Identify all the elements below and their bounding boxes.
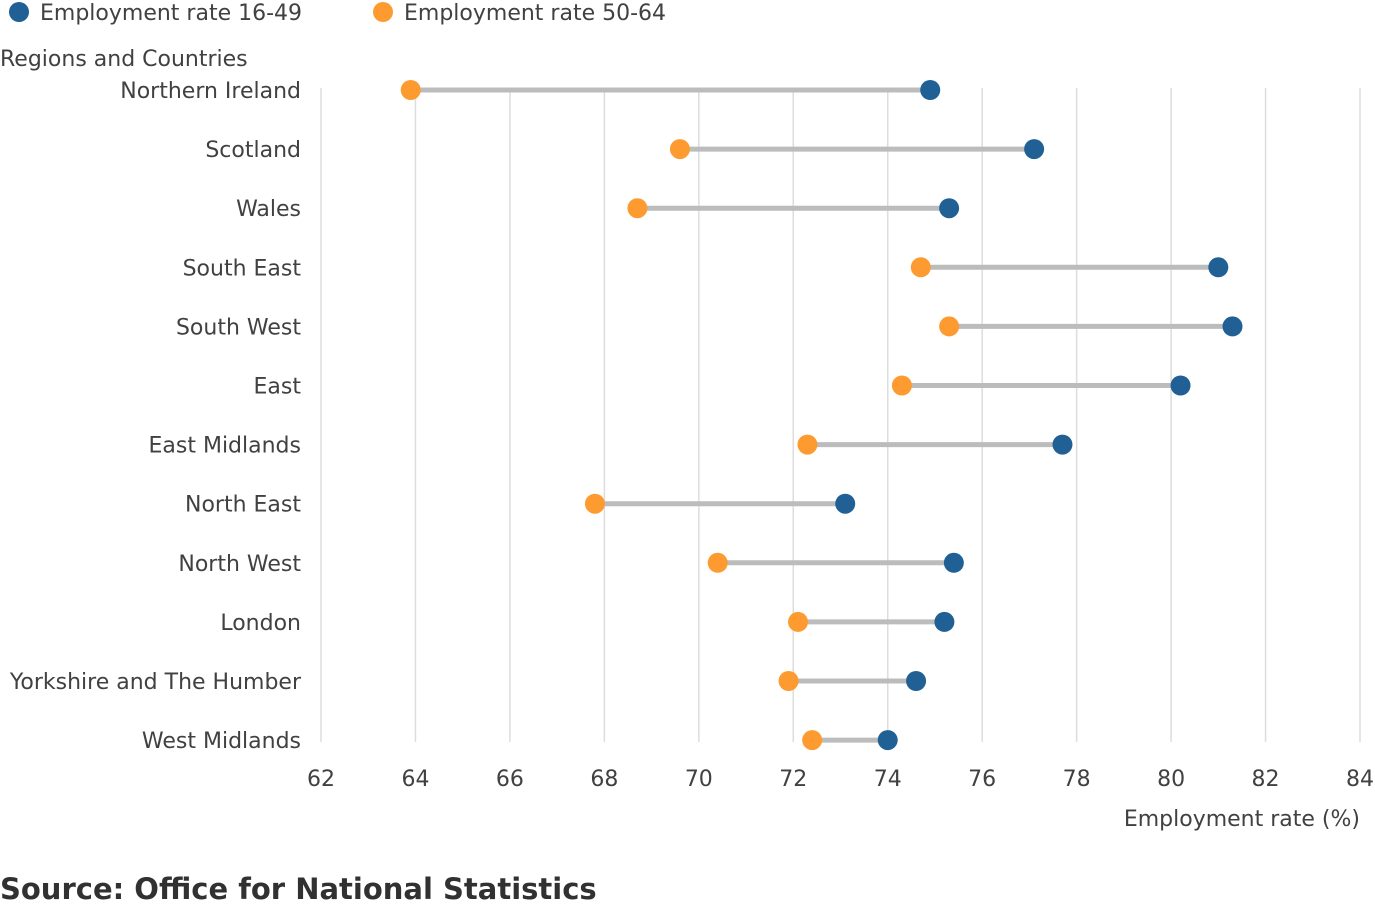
x-tick-label-68: 68 [590, 767, 618, 792]
point-16-49 [1222, 316, 1243, 337]
category-label: Northern Ireland [120, 79, 301, 104]
dumbbell-chart: Employment rate 16-49 Employment rate 50-… [0, 1, 1374, 832]
x-tick-label-74: 74 [874, 767, 902, 792]
x-tick-label-62: 62 [307, 767, 335, 792]
legend-marker-2 [373, 2, 393, 22]
point-50-64 [787, 611, 808, 632]
category-label: East Midlands [149, 434, 302, 459]
x-tick-label-78: 78 [1063, 767, 1091, 792]
point-50-64 [891, 375, 912, 396]
category-label: East [254, 375, 302, 400]
point-50-64 [627, 198, 648, 219]
legend-label-1: Employment rate 16-49 [40, 1, 302, 26]
point-50-64 [910, 257, 931, 278]
category-label: North East [185, 493, 301, 518]
x-tick-label-84: 84 [1346, 767, 1374, 792]
category-label: London [220, 611, 301, 636]
point-16-49 [1170, 375, 1191, 396]
category-labels: Northern Ireland Scotland Wales South East S… [9, 79, 302, 754]
point-50-64 [400, 80, 421, 100]
legend-label-2: Employment rate 50-64 [404, 1, 666, 26]
point-16-49 [1052, 434, 1073, 455]
gridlines [320, 88, 1361, 742]
point-16-49 [934, 611, 955, 632]
category-label: South East [183, 256, 302, 281]
x-tick-label-80: 80 [1157, 767, 1185, 792]
category-label: South West [176, 315, 301, 340]
point-16-49 [1208, 257, 1229, 278]
point-50-64 [939, 316, 960, 337]
point-50-64 [584, 493, 605, 514]
point-50-64 [797, 434, 818, 455]
legend: Employment rate 16-49 Employment rate 50-… [9, 1, 666, 26]
x-axis-ticks: 62 64 66 68 70 72 74 76 78 80 82 84 [307, 767, 1374, 792]
legend-marker-1 [9, 2, 29, 22]
point-50-64 [802, 730, 823, 751]
x-tick-label-82: 82 [1252, 767, 1280, 792]
y-axis-title: Regions and Countries [0, 47, 248, 72]
point-16-49 [835, 493, 856, 514]
x-tick-label-64: 64 [401, 767, 429, 792]
point-16-49 [943, 552, 964, 573]
category-label: Wales [236, 197, 301, 222]
category-label: Scotland [205, 138, 301, 163]
category-label: West Midlands [142, 729, 301, 754]
point-50-64 [669, 139, 690, 160]
category-label: North West [178, 552, 301, 577]
point-16-49 [939, 198, 960, 219]
source-note: Source: Office for National Statistics [0, 872, 597, 906]
point-16-49 [906, 671, 927, 691]
x-tick-label-66: 66 [496, 767, 524, 792]
data-marks [400, 80, 1243, 751]
point-16-49 [877, 730, 898, 751]
point-50-64 [778, 671, 799, 691]
x-axis-title: Employment rate (%) [1124, 807, 1360, 832]
x-tick-label-70: 70 [685, 767, 713, 792]
x-tick-label-76: 76 [968, 767, 996, 792]
point-16-49 [1024, 139, 1045, 160]
point-16-49 [920, 80, 941, 100]
category-label: Yorkshire and The Humber [9, 670, 302, 695]
point-50-64 [707, 552, 728, 573]
x-tick-label-72: 72 [779, 767, 807, 792]
